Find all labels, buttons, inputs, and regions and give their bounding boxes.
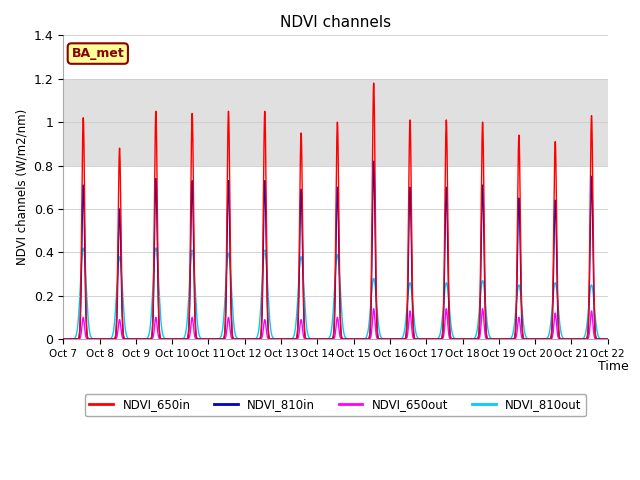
Y-axis label: NDVI channels (W/m2/nm): NDVI channels (W/m2/nm) [15,109,28,265]
Title: NDVI channels: NDVI channels [280,15,391,30]
X-axis label: Time: Time [598,360,628,373]
Legend: NDVI_650in, NDVI_810in, NDVI_650out, NDVI_810out: NDVI_650in, NDVI_810in, NDVI_650out, NDV… [84,394,586,416]
Text: BA_met: BA_met [72,47,124,60]
Bar [63,79,608,166]
